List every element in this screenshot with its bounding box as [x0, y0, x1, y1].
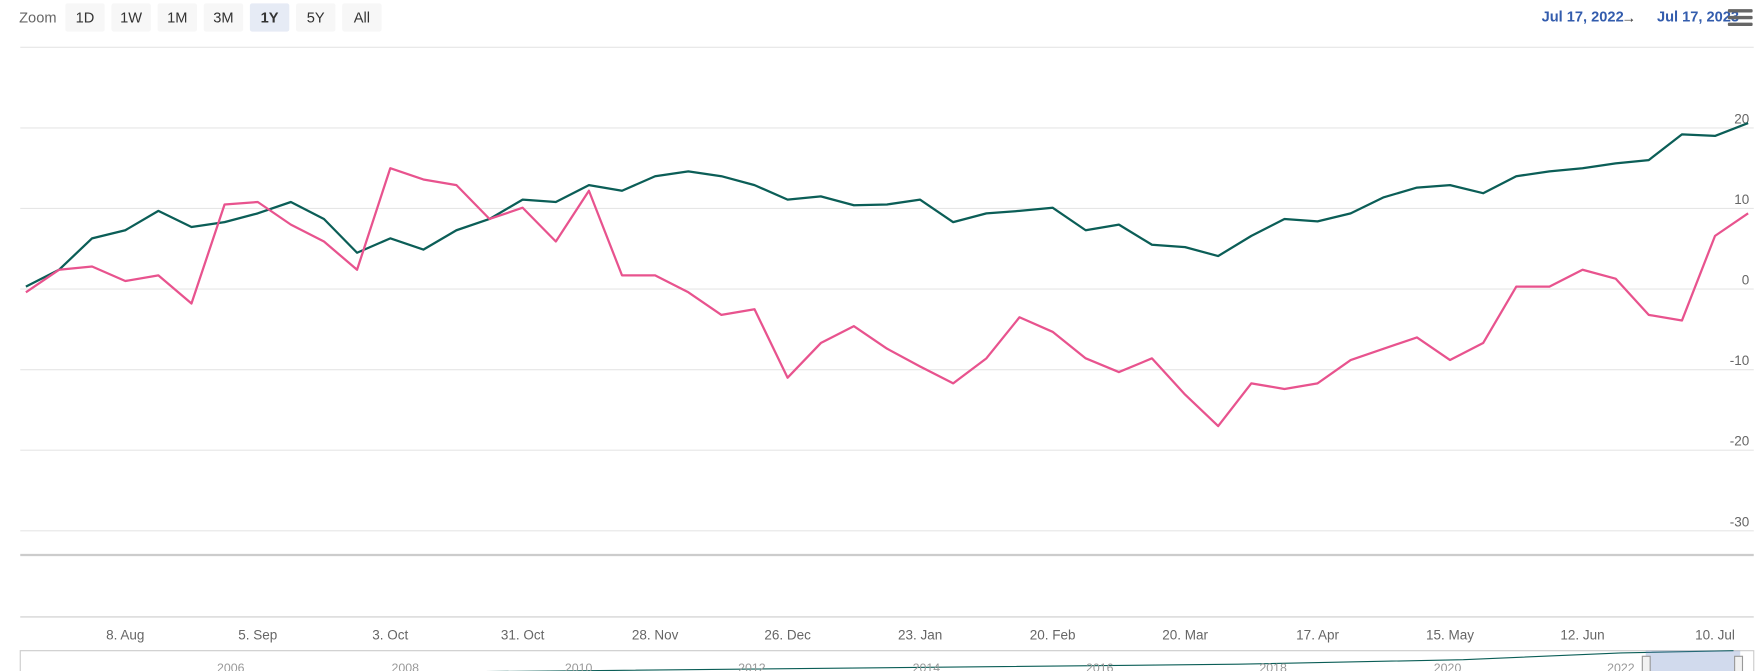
range-from[interactable]: Jul 17, 2022 — [1542, 9, 1624, 25]
zoom-button[interactable] — [203, 3, 244, 32]
x-tick-label: 20. Mar — [1162, 627, 1208, 642]
zoom-button-label[interactable]: 1Y — [261, 11, 279, 27]
x-tick-label: 31. Oct — [501, 627, 545, 642]
x-tick-label: 12. Jun — [1560, 627, 1604, 642]
navigator-year: 2016 — [1086, 661, 1114, 671]
y-tick-label: 0 — [1742, 273, 1750, 288]
y-tick-label: 10 — [1734, 192, 1749, 207]
x-tick-label: 5. Sep — [238, 627, 277, 642]
series-line — [25, 167, 1749, 428]
x-tick-label: 15. May — [1426, 627, 1474, 642]
zoom-button-label[interactable]: 3M — [213, 11, 233, 27]
navigator-year: 2014 — [913, 661, 941, 671]
x-tick-label: 26. Dec — [764, 627, 811, 642]
zoom-button[interactable] — [249, 3, 290, 32]
navigator[interactable] — [19, 650, 1755, 671]
series-line — [25, 122, 1749, 288]
navigator-year: 2008 — [391, 661, 419, 671]
x-tick-label: 3. Oct — [372, 627, 408, 642]
navigator-window[interactable] — [1645, 650, 1741, 671]
zoom-button[interactable] — [65, 3, 105, 32]
x-tick-label: 8. Aug — [106, 627, 144, 642]
zoom-button[interactable] — [111, 3, 151, 32]
navigator-year: 2020 — [1434, 661, 1462, 671]
range-to[interactable]: Jul 17, 2023 — [1657, 9, 1739, 25]
zoom-button-label[interactable]: All — [354, 11, 370, 27]
range-arrow: → — [1621, 11, 1636, 27]
zoom-button[interactable] — [157, 3, 197, 32]
y-tick-label: -30 — [1730, 514, 1750, 529]
menu-bar — [1727, 9, 1753, 13]
x-tick-label: 28. Nov — [632, 627, 679, 642]
zoom-button-label[interactable]: 1D — [76, 11, 95, 27]
zoom-button-label[interactable]: 1M — [167, 11, 187, 27]
menu-button[interactable] — [1727, 9, 1753, 26]
menu-bar — [1727, 15, 1753, 20]
x-tick-label: 23. Jan — [898, 627, 942, 642]
navigator-year: 2012 — [738, 661, 766, 671]
zoom-button-label[interactable]: 5Y — [307, 11, 325, 27]
x-tick-label: 10. Jul — [1695, 627, 1735, 642]
zoom-label: Zoom — [19, 11, 56, 27]
zoom-button-label[interactable]: 1W — [120, 11, 142, 27]
zoom-button[interactable] — [296, 3, 336, 32]
navigator-year: 2018 — [1259, 661, 1287, 671]
zoom-button[interactable] — [342, 3, 382, 32]
x-tick-label: 20. Feb — [1030, 627, 1076, 642]
navigator-year: 2006 — [217, 661, 245, 671]
navigator-frame — [19, 650, 1755, 671]
x-tick-label: 17. Apr — [1296, 627, 1339, 642]
y-tick-label: -20 — [1730, 434, 1750, 449]
navigator-year: 2022 — [1607, 661, 1635, 671]
menu-bar — [1727, 22, 1753, 26]
navigator-handle[interactable] — [1734, 655, 1744, 671]
y-tick-label: 20 — [1734, 111, 1749, 126]
navigator-year: 2010 — [565, 661, 593, 671]
navigator-handle[interactable] — [1641, 655, 1651, 671]
y-tick-label: -10 — [1730, 353, 1750, 368]
